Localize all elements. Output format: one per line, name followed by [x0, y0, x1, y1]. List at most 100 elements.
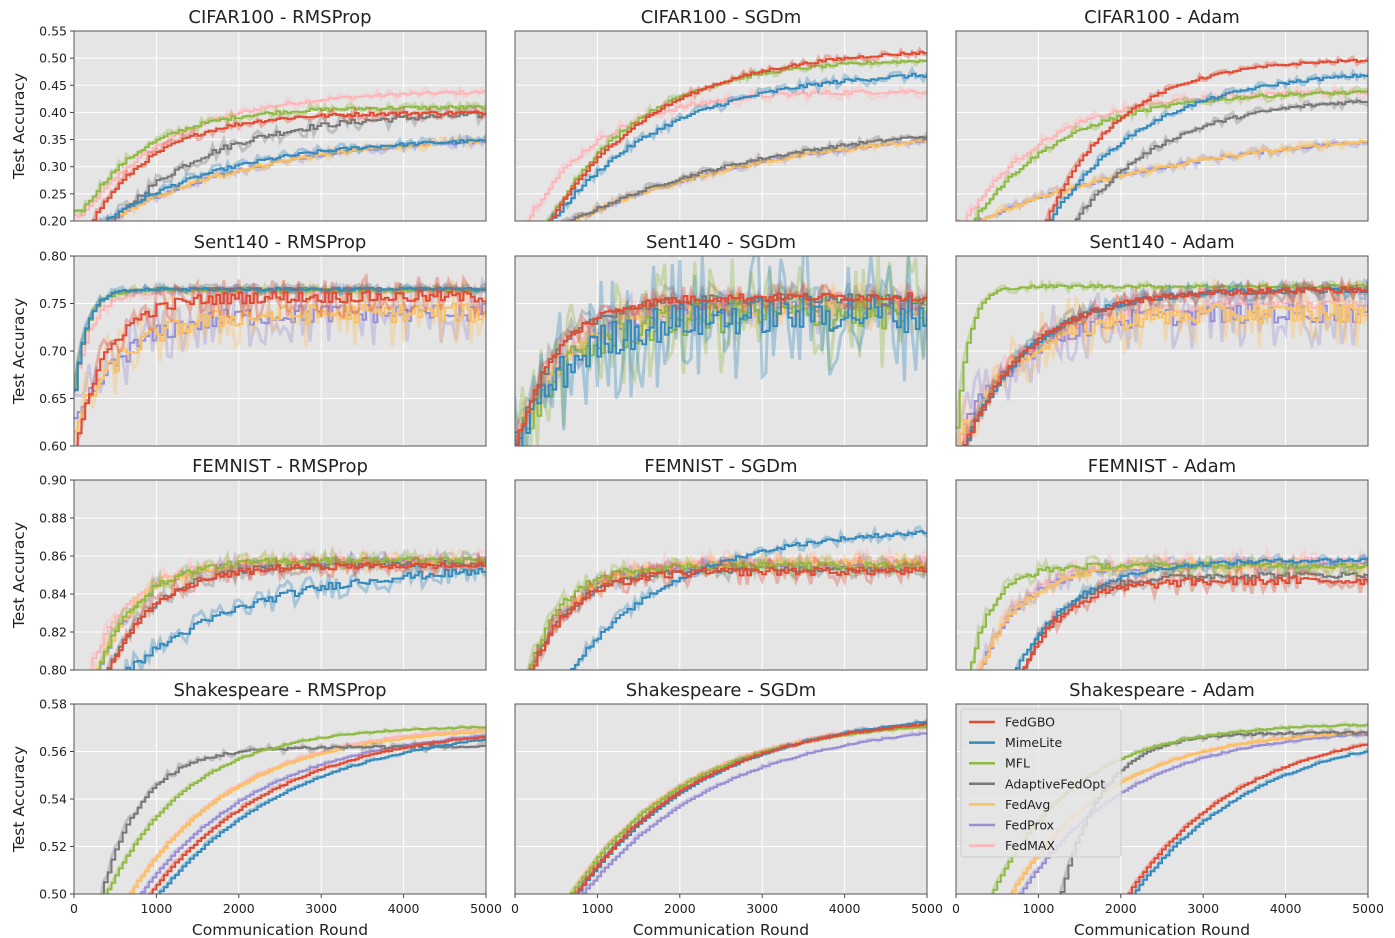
series-band-fedgbo	[1126, 742, 1368, 894]
x-tick-label: 5000	[911, 901, 943, 916]
series-group	[74, 272, 486, 446]
series-line-mfl	[973, 90, 1368, 221]
panel-title: Shakespeare - SGDm	[626, 680, 816, 701]
x-tick-label: 3000	[305, 901, 337, 916]
y-tick-label: 0.56	[39, 744, 67, 759]
y-tick-label: 0.30	[39, 159, 67, 174]
series-band-adaptivefedopt	[1073, 96, 1368, 221]
y-tick-label: 0.90	[39, 473, 67, 488]
y-tick-label: 0.88	[39, 511, 67, 526]
y-axis-label: Test Accuracy	[10, 298, 28, 405]
series-band-fedprox	[74, 275, 486, 398]
series-line-fedmax	[956, 298, 1368, 446]
series-line-fedavg	[977, 140, 1368, 221]
x-tick-label: 5000	[470, 901, 502, 916]
plot-area	[956, 31, 1368, 221]
series-group	[524, 46, 927, 221]
series-band-mimelite	[123, 556, 486, 670]
y-tick-label: 0.40	[39, 105, 67, 120]
series-line-fedgbo	[147, 736, 486, 894]
series-line-mimelite	[1134, 750, 1368, 894]
y-tick-label: 0.54	[39, 792, 67, 807]
series-line-mimelite	[74, 286, 486, 392]
panel-title: Shakespeare - RMSProp	[173, 680, 386, 701]
plot-frame	[73, 479, 487, 671]
plot-area	[74, 31, 486, 221]
legend-label-fedavg: FedAvg	[1005, 797, 1050, 812]
series-line-mimelite	[159, 738, 486, 894]
series-group	[956, 55, 1368, 221]
series-line-fedgbo	[1044, 58, 1368, 221]
y-tick-label: 0.60	[39, 439, 67, 454]
series-band-fedgbo	[107, 550, 486, 670]
series-line-mimelite	[1048, 73, 1368, 221]
series-group	[568, 718, 927, 894]
series-group	[515, 256, 927, 446]
panel-1-0: Sent140 - RMSProp 0.60 0.65 0.70 0.75 0.80 Tes…	[10, 232, 487, 454]
legend-label-mimelite: MimeLite	[1005, 735, 1062, 750]
series-line-fedmax	[977, 556, 1368, 670]
legend-label-fedmax: FedMAX	[1005, 838, 1055, 853]
series-band-mfl	[956, 278, 1368, 430]
plot-frame	[955, 479, 1369, 671]
series-group	[99, 724, 486, 894]
series-group	[74, 83, 486, 221]
legend-label-adaptivefedopt: AdaptiveFedOpt	[1005, 776, 1105, 791]
series-line-fedgbo	[91, 110, 486, 221]
plot-frame	[955, 30, 1369, 222]
x-axis-label: Communication Round	[633, 921, 809, 938]
series-line-fedmax	[956, 89, 1368, 221]
y-tick-label: 0.55	[39, 24, 67, 39]
x-tick-label: 1000	[581, 901, 613, 916]
y-axis-label: Test Accuracy	[10, 746, 28, 853]
series-line-fedavg	[958, 303, 1368, 446]
x-axis-label: Communication Round	[192, 921, 368, 938]
plot-frame	[955, 255, 1369, 447]
series-line-fedprox	[140, 734, 486, 894]
series-line-mfl	[99, 556, 486, 670]
panel-0-1: CIFAR100 - SGDm	[514, 7, 928, 222]
series-line-fedgbo	[517, 292, 927, 446]
x-tick-label: 2000	[1105, 901, 1137, 916]
y-tick-label: 0.84	[39, 587, 67, 602]
plot-frame	[73, 30, 487, 222]
x-tick-label: 0	[70, 901, 78, 916]
y-tick-label: 0.75	[39, 296, 67, 311]
x-tick-label: 5000	[1352, 901, 1384, 916]
y-axis-label: Test Accuracy	[10, 73, 28, 180]
panel-2-1: FEMNIST - SGDm	[514, 456, 928, 671]
legend: FedGBO MimeLite MFL AdaptiveFedOpt FedAvg Fed…	[960, 708, 1122, 858]
series-line-adaptivefedopt	[1059, 730, 1368, 894]
series-band-fedgbo	[147, 736, 486, 894]
panel-0-0: CIFAR100 - RMSProp 0.20 0.25 0.30 0.35 0.40 0.…	[10, 7, 487, 229]
series-line-fedprox	[581, 732, 927, 894]
series-line-fedavg	[1011, 731, 1368, 894]
series-line-mimelite	[125, 568, 486, 670]
series-line-fedgbo	[573, 723, 927, 894]
series-line-fedmax	[74, 90, 486, 218]
series-line-fedgbo	[529, 566, 927, 670]
plot-frame	[514, 255, 928, 447]
series-line-mfl	[970, 561, 1368, 670]
legend-box	[960, 708, 1122, 858]
panel-title: CIFAR100 - Adam	[1084, 7, 1240, 28]
series-line-mimelite	[1014, 557, 1368, 670]
x-tick-label: 4000	[1270, 901, 1302, 916]
series-line-fedavg	[74, 302, 486, 433]
x-tick-label: 1000	[1022, 901, 1054, 916]
panel-title: Sent140 - SGDm	[646, 232, 796, 253]
series-line-fedgbo	[547, 50, 927, 221]
series-band-fedgbo	[528, 552, 927, 670]
series-line-fedgbo	[76, 290, 486, 446]
x-tick-label: 3000	[746, 901, 778, 916]
series-band-adaptivefedopt	[515, 277, 927, 446]
series-line-mfl	[515, 296, 927, 438]
plot-frame	[955, 703, 1369, 895]
y-tick-label: 0.20	[39, 214, 67, 229]
series-line-mimelite	[570, 530, 927, 670]
series-group	[968, 545, 1368, 670]
series-band-fedavg	[515, 281, 927, 446]
series-line-fedavg	[129, 730, 486, 894]
panel-1-1: Sent140 - SGDm	[514, 232, 928, 447]
